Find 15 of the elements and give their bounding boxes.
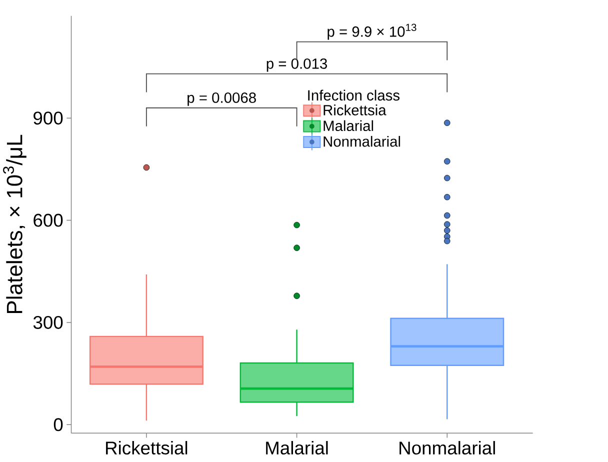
annotation: p = 9.9 × 10$^{13}$	[328, 24, 416, 40]
legend-label: Rickettsia	[324, 104, 386, 116]
y-tick-label: 300	[33, 316, 63, 330]
legend-label: Nonmalarial	[324, 136, 400, 147]
x-tick-label: Malarial	[266, 441, 328, 455]
y-tick-label: 0	[54, 418, 63, 432]
x-tick-label: Nonmalarial	[400, 441, 495, 455]
legend-label: Malarial	[324, 120, 374, 132]
y-tick-label: 600	[34, 214, 63, 227]
annotation: p = 0.0068	[188, 92, 256, 106]
legend-title: Infection class	[308, 90, 400, 101]
y-tick-label: 900	[34, 112, 63, 125]
x-tick-label: Rickettsial	[106, 441, 188, 455]
annotation: p = 0.013	[266, 58, 327, 72]
y-axis-title: Platelets, × 10$^{3}$/μL	[3, 135, 26, 314]
